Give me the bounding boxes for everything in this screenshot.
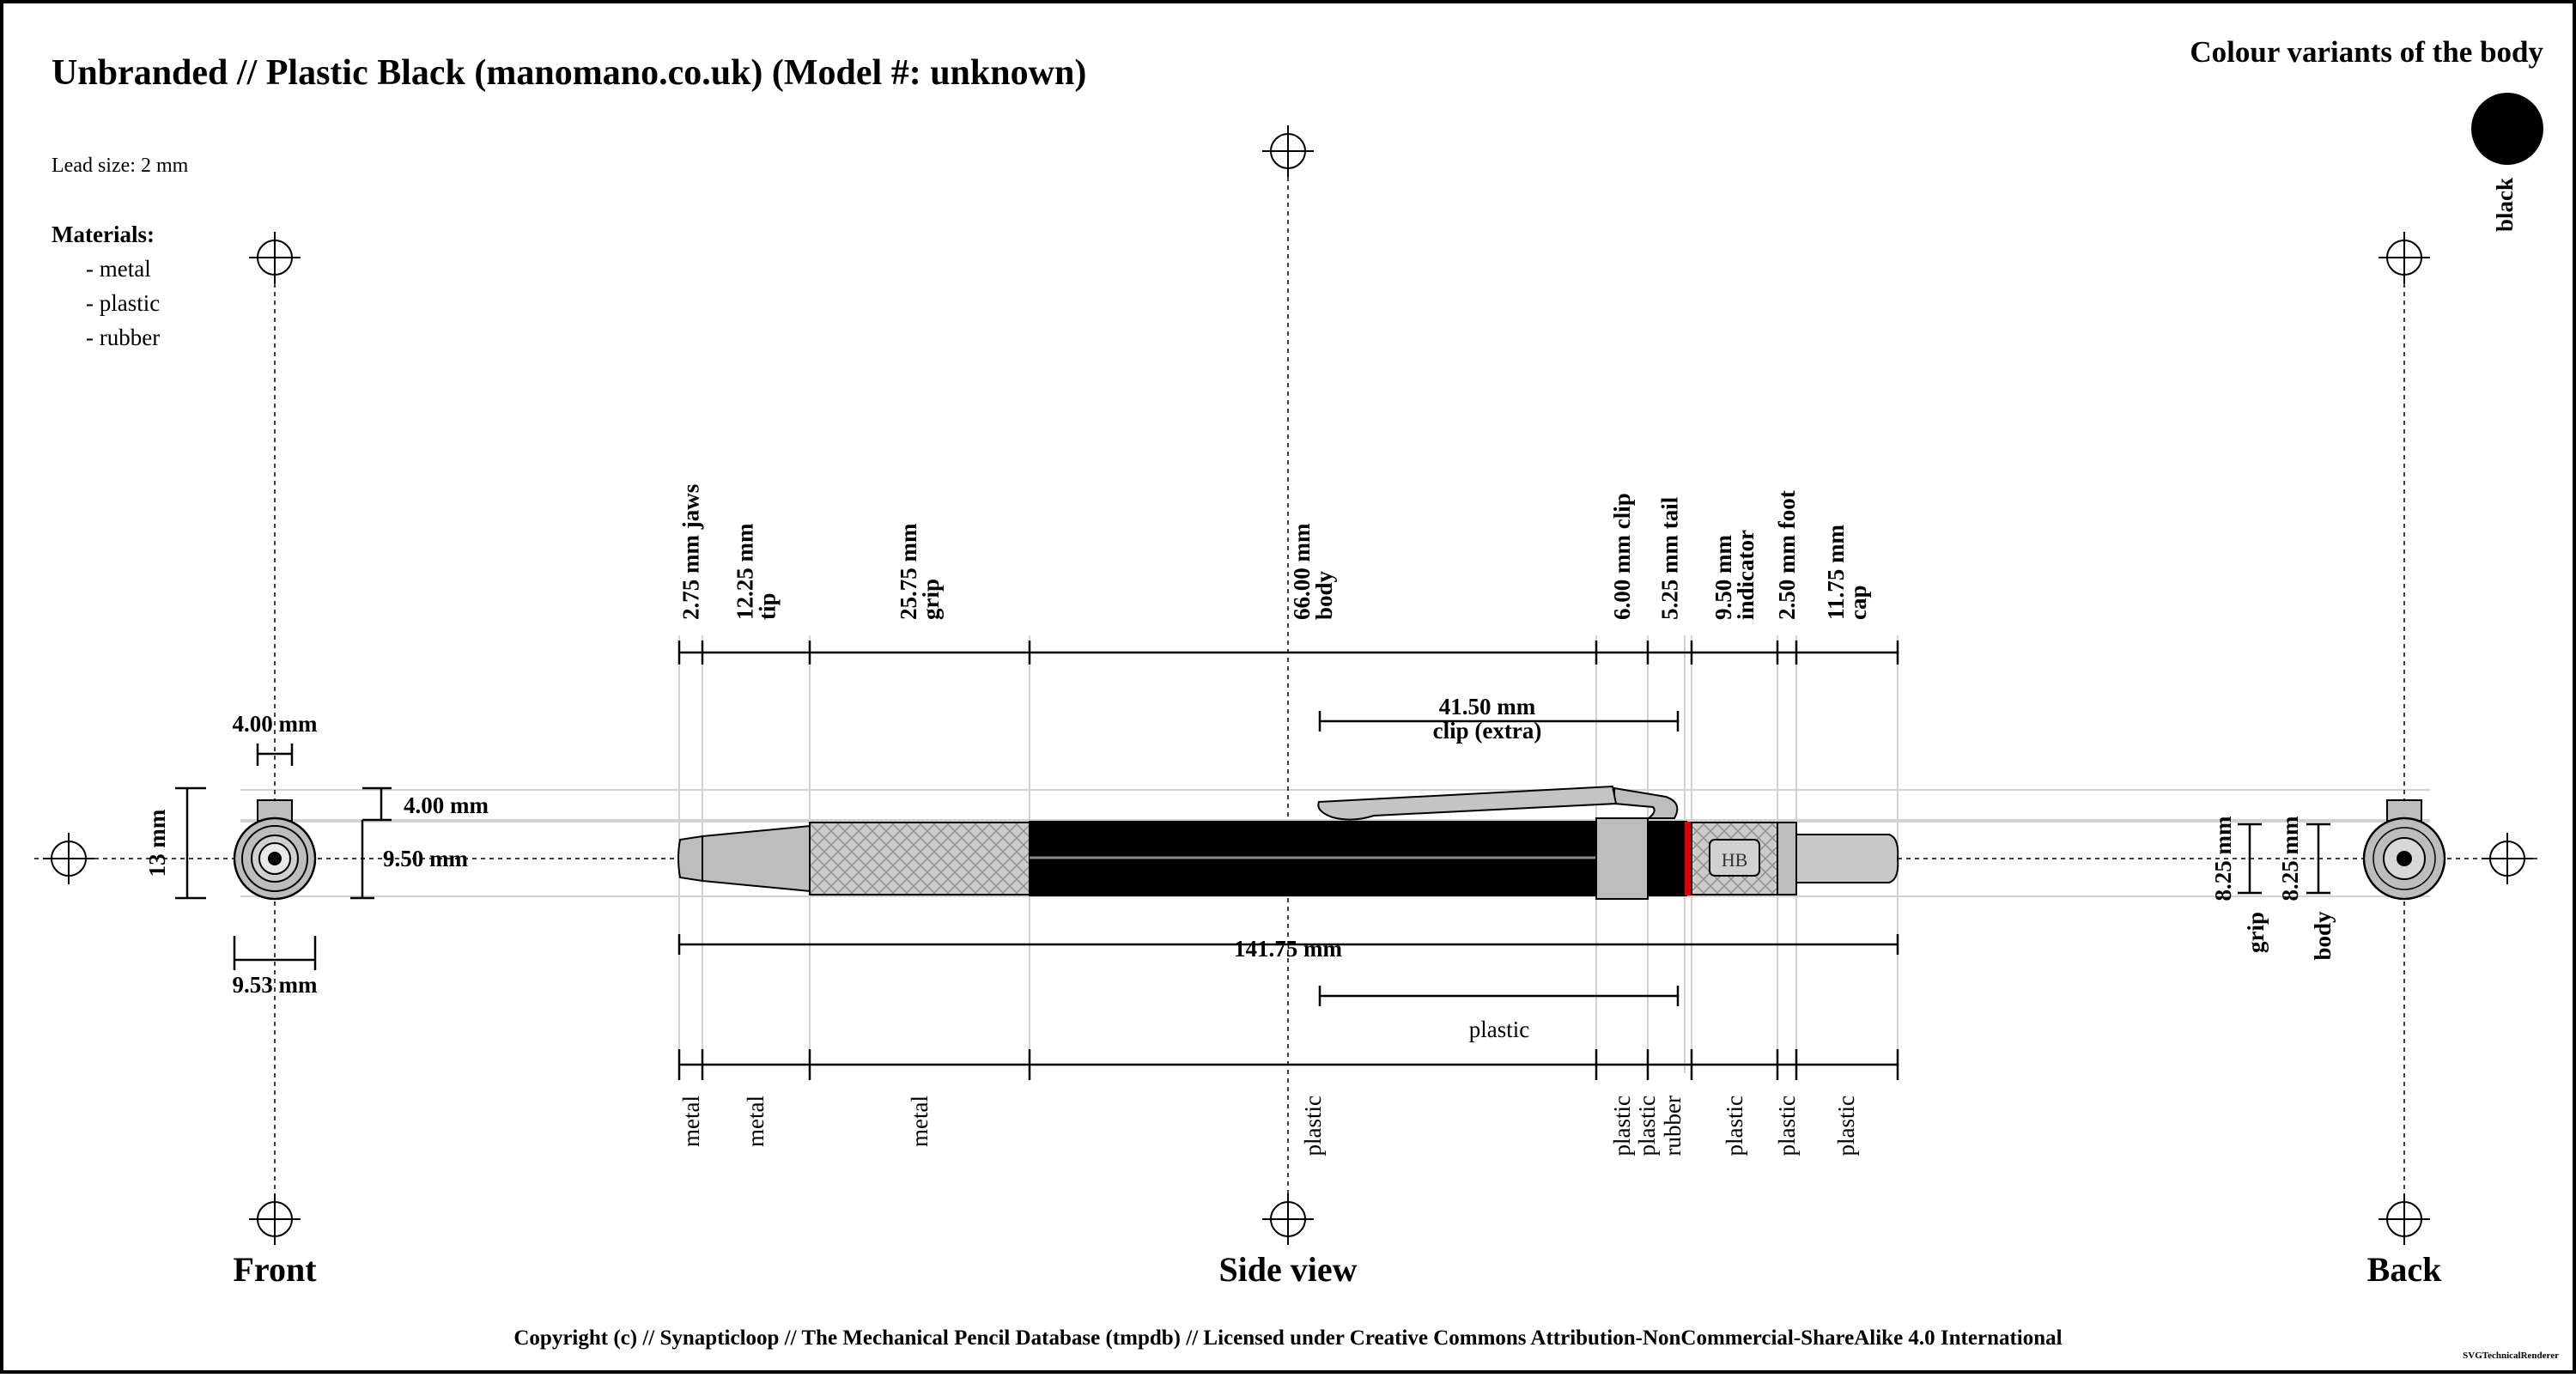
segment-label-clip: 6.00 mm clip <box>1609 493 1635 620</box>
total-length-dimension: 141.75 mm <box>677 934 1899 962</box>
segment-length-cap: 11.75 mm <box>1823 524 1849 620</box>
segment-material-4: plastic <box>1609 1096 1635 1156</box>
segment-material-9: plastic <box>1833 1096 1859 1156</box>
materials-heading: Materials: <box>52 222 155 247</box>
crosshair-side-bottom <box>1262 1193 1314 1245</box>
pencil-clip-band <box>1595 817 1649 900</box>
segment-material-2: metal <box>907 1096 933 1147</box>
segment-length-indicator: 9.50 mm <box>1710 535 1736 620</box>
renderer-credit: SVGTechnicalRenderer <box>2463 1351 2559 1361</box>
front-width-label: 9.53 mm <box>233 972 318 998</box>
colour-swatch-black <box>2471 93 2543 165</box>
clip-extra-name-label: clip (extra) <box>1433 718 1542 744</box>
front-lead <box>268 852 282 865</box>
segment-name-body: body <box>1311 570 1337 620</box>
pencil-tail <box>1647 821 1687 896</box>
back-grip-length-label: 8.25 mm <box>2210 816 2236 901</box>
back-ring-1 <box>2372 827 2436 890</box>
lead-size: Lead size: 2 mm <box>52 155 189 177</box>
segment-label-foot: 2.50 mm foot <box>1774 490 1800 620</box>
front-body-height-label: 9.50 mm <box>383 846 468 871</box>
side-material-dimensions: metal metal metal plastic plastic plastic rubb… <box>677 1049 1899 1156</box>
page-title: Unbranded // Plastic Black (manomano.co.… <box>52 53 1086 93</box>
segment-material-0: metal <box>678 1096 704 1147</box>
back-view: 8.25 mm grip 8.25 mm body <box>2210 799 2446 961</box>
front-clip-height-label: 4.00 mm <box>404 792 489 818</box>
back-body-name-label: body <box>2310 911 2336 961</box>
segment-name-cap: cap <box>1845 586 1871 621</box>
segment-name-grip: grip <box>918 579 944 620</box>
front-clip-width-label: 4.00 mm <box>233 711 318 737</box>
pencil-tip <box>702 824 811 893</box>
colour-variants-heading: Colour variants of the body <box>2190 35 2543 69</box>
copyright-notice: Copyright (c) // Synapticloop // The Mec… <box>513 1326 2062 1350</box>
clip-extra-length-label: 41.50 mm <box>1439 694 1536 719</box>
total-length-label: 141.75 mm <box>1234 936 1342 962</box>
pencil-cap <box>1795 834 1899 883</box>
segment-material-1: metal <box>743 1096 769 1147</box>
segment-length-body: 66.00 mm <box>1289 523 1315 620</box>
crosshair-side-top <box>1262 125 1314 177</box>
pencil-foot <box>1777 822 1797 895</box>
crosshair-front-top <box>249 232 301 283</box>
back-view-label: Back <box>2367 1250 2442 1289</box>
segment-material-5: plastic <box>1634 1096 1660 1156</box>
segment-label-tail: 5.25 mm tail <box>1657 496 1683 620</box>
crosshair-back-top <box>2379 232 2430 283</box>
material-item-plastic: - plastic <box>86 290 160 316</box>
pencil-rubber-ring <box>1685 822 1692 895</box>
segment-length-grip: 25.75 mm <box>896 523 921 620</box>
indicator-text: HB <box>1722 849 1748 871</box>
back-grip-name-label: grip <box>2243 912 2269 953</box>
segment-material-7: plastic <box>1722 1096 1747 1156</box>
segment-length-tip: 12.25 mm <box>732 523 758 620</box>
indicator-window <box>1709 839 1760 877</box>
pencil-clip-extra <box>1317 785 1618 821</box>
segment-material-8: plastic <box>1774 1096 1800 1156</box>
crosshair-front-left <box>43 833 94 884</box>
back-body-length-label: 8.25 mm <box>2277 816 2303 901</box>
side-view-label: Side view <box>1218 1250 1357 1289</box>
segment-material-6: rubber <box>1660 1096 1686 1156</box>
material-item-metal: - metal <box>86 256 151 282</box>
segment-material-3: plastic <box>1300 1096 1326 1156</box>
segment-name-indicator: indicator <box>1733 530 1759 620</box>
pencil-clip-arm <box>1613 786 1679 819</box>
back-cap-center <box>2397 851 2412 866</box>
pencil-grip <box>809 822 1030 895</box>
front-ring-1 <box>241 825 308 892</box>
material-item-rubber: - rubber <box>86 325 160 350</box>
front-height-label: 13 mm <box>144 809 170 877</box>
colour-swatch-label: black <box>2492 178 2518 232</box>
front-view: 4.00 mm 13 mm 4.00 mm 9.50 mm 9.53 mm <box>144 711 489 998</box>
segment-name-tip: tip <box>755 592 781 620</box>
crosshair-back-bottom <box>2379 1193 2430 1245</box>
clip-extra-dimension: 41.50 mm clip (extra) plastic <box>1318 694 1680 1042</box>
pencil-side-view: HB <box>677 785 1899 900</box>
crosshair-back-right <box>2482 833 2533 884</box>
pencil-jaws <box>677 835 703 883</box>
front-view-label: Front <box>233 1250 317 1289</box>
crosshair-front-bottom <box>249 1193 301 1245</box>
segment-label-jaws: 2.75 mm jaws <box>678 484 704 620</box>
clip-extra-material-label: plastic <box>1469 1017 1529 1042</box>
